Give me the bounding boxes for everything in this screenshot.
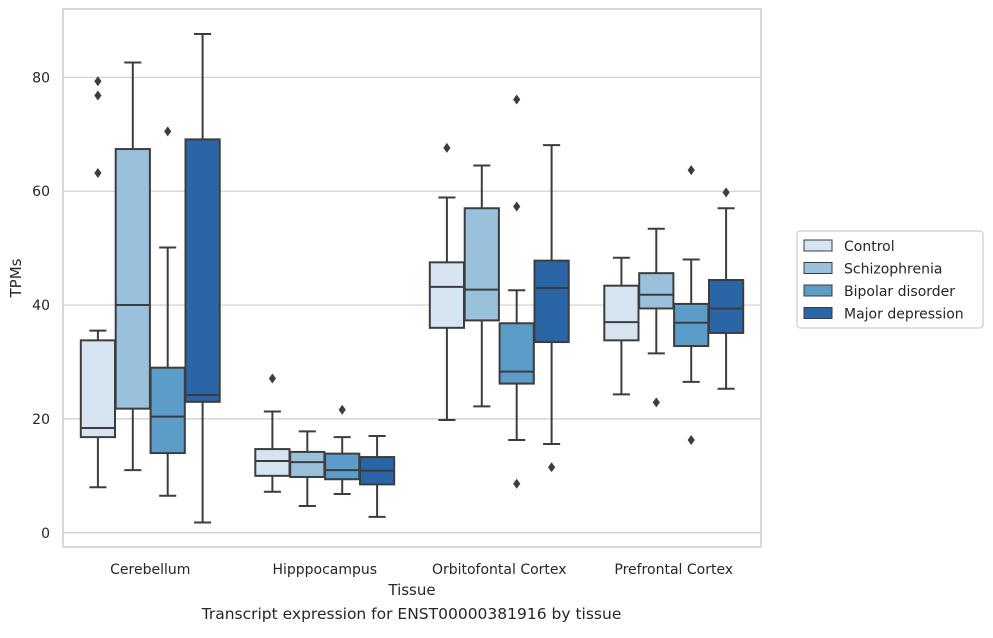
y-tick-label: 0: [41, 526, 50, 542]
legend-label: Control: [844, 239, 895, 255]
outlier-marker: [164, 126, 172, 137]
legend-label: Bipolar disorder: [844, 284, 955, 300]
box: [707, 278, 745, 334]
y-tick-label: 80: [32, 70, 50, 86]
outlier-marker: [687, 434, 695, 445]
outlier-marker: [513, 478, 521, 489]
legend-swatch: [803, 307, 833, 319]
outlier-marker: [443, 142, 451, 153]
box: [114, 148, 151, 410]
legend-swatch: [803, 284, 833, 297]
box: [184, 138, 221, 403]
outlier-marker: [513, 201, 521, 212]
box: [533, 259, 570, 344]
outlier-marker: [652, 397, 660, 408]
outlier-marker: [338, 404, 346, 415]
outlier-marker: [548, 462, 556, 473]
outlier-marker: [94, 76, 102, 87]
y-axis-label: TPMs: [7, 258, 25, 298]
outlier-marker: [687, 165, 695, 176]
outlier-marker: [513, 94, 521, 105]
x-tick-label: Orbitofontal Cortex: [432, 562, 567, 578]
x-tick-label: Cerebellum: [110, 562, 190, 578]
outlier-marker: [722, 187, 730, 198]
y-tick-label: 20: [32, 412, 50, 428]
chart-caption: Transcript expression for ENST0000038191…: [201, 605, 622, 623]
outlier-marker: [94, 167, 102, 178]
y-tick-label: 40: [32, 298, 50, 314]
box: [79, 339, 117, 439]
box: [673, 302, 710, 348]
x-axis-label: Tissue: [387, 581, 435, 599]
box: [428, 261, 466, 329]
legend-swatch: [803, 262, 833, 274]
legend-label: Schizophrenia: [844, 262, 942, 278]
x-tick-label: Prefrontal Cortex: [614, 562, 733, 578]
box: [603, 284, 640, 342]
x-tick-label: Hipppocampus: [272, 562, 377, 578]
box: [463, 207, 500, 322]
box: [638, 272, 675, 310]
legend-swatch: [803, 239, 833, 252]
legend-label: Major depression: [844, 307, 964, 323]
box: [149, 366, 186, 455]
y-tick-label: 60: [32, 184, 50, 200]
outlier-marker: [268, 373, 276, 384]
outlier-marker: [94, 90, 102, 101]
plot-frame: [62, 8, 762, 548]
box: [254, 448, 291, 477]
box: [324, 452, 361, 481]
legend-box: [796, 230, 984, 329]
box: [289, 450, 326, 478]
box: [498, 322, 535, 385]
